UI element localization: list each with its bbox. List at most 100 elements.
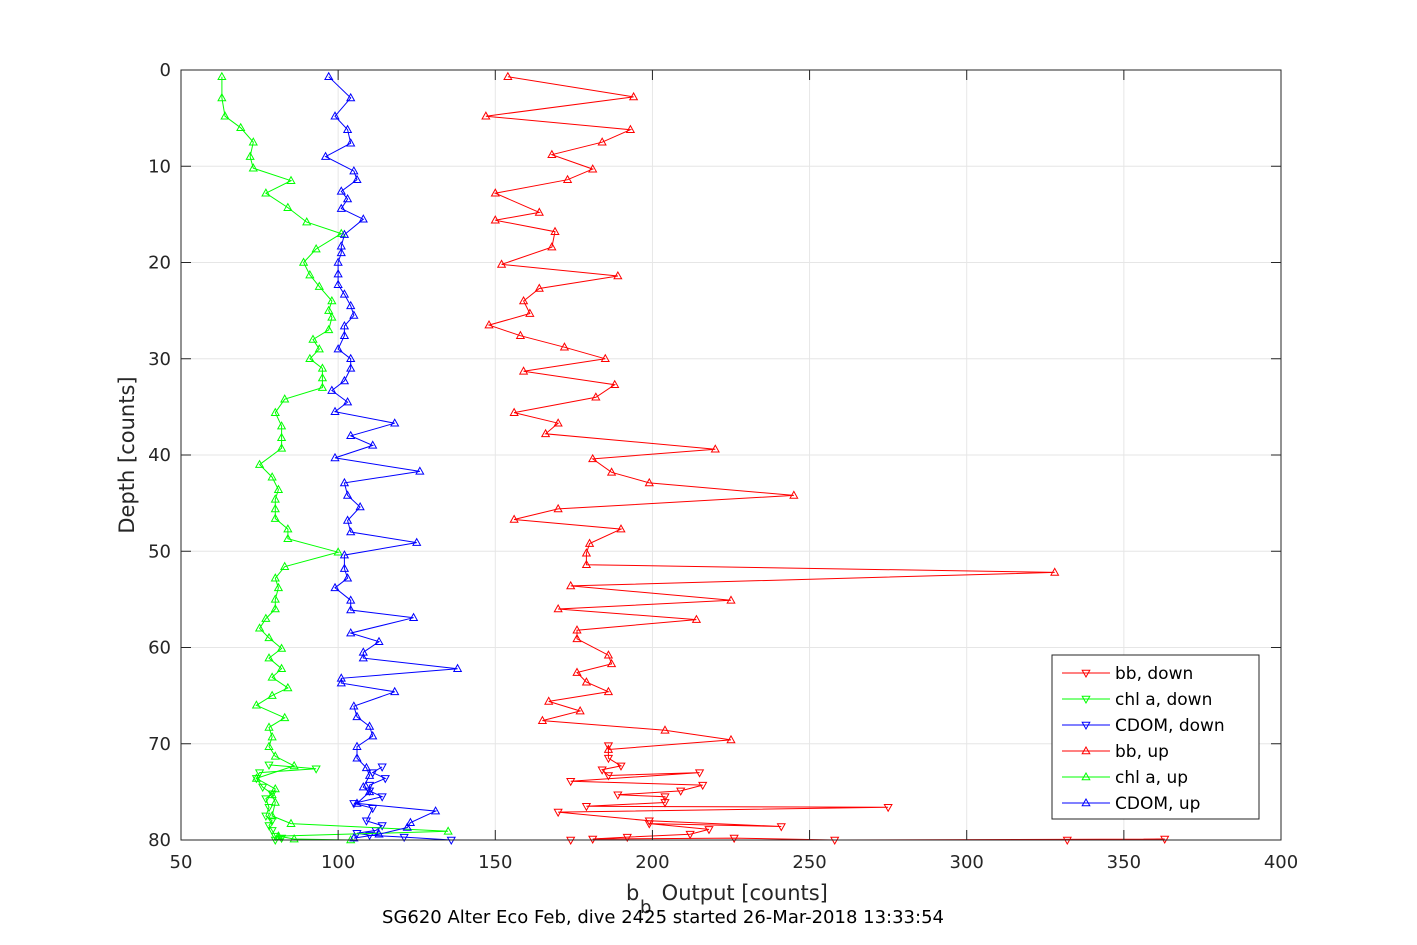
data-point bbox=[830, 836, 840, 846]
data-point bbox=[606, 467, 617, 476]
x-tick-label: 400 bbox=[1264, 852, 1298, 873]
data-point bbox=[324, 324, 334, 334]
data-point bbox=[320, 151, 331, 160]
data-point bbox=[311, 244, 321, 253]
data-point bbox=[264, 741, 274, 750]
data-point bbox=[446, 836, 456, 846]
data-point bbox=[603, 742, 614, 751]
data-point bbox=[339, 550, 350, 559]
data-point bbox=[358, 782, 368, 791]
data-point bbox=[726, 595, 736, 604]
data-point bbox=[254, 769, 265, 778]
data-point bbox=[537, 715, 548, 724]
data-point bbox=[261, 795, 271, 804]
data-point bbox=[283, 533, 293, 543]
data-point bbox=[286, 818, 296, 827]
data-point bbox=[616, 762, 626, 771]
legend-label: bb, down bbox=[1115, 664, 1193, 684]
data-point bbox=[336, 241, 346, 250]
series-chl-a-up bbox=[217, 71, 453, 844]
x-tick-label: 200 bbox=[635, 852, 669, 873]
data-point bbox=[336, 247, 346, 257]
data-point bbox=[330, 111, 340, 120]
data-point bbox=[251, 700, 262, 709]
data-point bbox=[276, 443, 287, 452]
data-point bbox=[377, 822, 387, 831]
data-point bbox=[339, 289, 350, 298]
data-point bbox=[358, 653, 368, 662]
legend-label: CDOM, down bbox=[1115, 716, 1225, 736]
data-point bbox=[280, 561, 290, 570]
series-line-cdom-down bbox=[353, 766, 452, 841]
data-point bbox=[236, 122, 246, 132]
data-point bbox=[1062, 836, 1072, 846]
data-point bbox=[660, 725, 670, 734]
data-point bbox=[676, 787, 686, 796]
data-point bbox=[562, 174, 573, 184]
data-point bbox=[613, 270, 623, 280]
data-point bbox=[550, 226, 560, 235]
data-point bbox=[245, 151, 255, 160]
legend-label: bb, up bbox=[1115, 742, 1169, 762]
data-point bbox=[399, 833, 409, 843]
data-point bbox=[349, 310, 359, 319]
data-point bbox=[270, 603, 280, 613]
x-axis-label-b: b bbox=[626, 881, 639, 905]
data-point bbox=[412, 537, 422, 546]
data-point bbox=[540, 428, 551, 438]
data-point bbox=[270, 594, 280, 603]
data-point bbox=[368, 731, 378, 740]
data-point bbox=[584, 538, 595, 547]
data-point bbox=[490, 215, 500, 224]
data-point bbox=[273, 831, 284, 840]
data-point bbox=[327, 295, 337, 305]
data-point bbox=[346, 604, 356, 614]
legend-swatch-marker bbox=[1081, 695, 1091, 705]
data-point bbox=[336, 203, 346, 212]
data-point bbox=[390, 418, 400, 427]
data-point bbox=[333, 547, 343, 556]
data-point bbox=[613, 791, 623, 800]
data-point bbox=[346, 300, 356, 310]
data-point bbox=[330, 406, 340, 415]
data-point bbox=[364, 770, 375, 779]
data-point bbox=[346, 138, 356, 147]
data-point bbox=[644, 817, 654, 826]
x-tick-labels: 50 100 150 200 250 300 350 400 bbox=[170, 852, 1299, 873]
legend-item-bb-up: bb, up bbox=[1062, 742, 1169, 762]
y-tick-label: 20 bbox=[148, 253, 171, 274]
data-point bbox=[374, 636, 384, 646]
data-point bbox=[610, 379, 620, 389]
data-point bbox=[264, 761, 274, 770]
data-point bbox=[534, 207, 544, 216]
data-point bbox=[572, 625, 582, 634]
data-point bbox=[283, 682, 293, 692]
data-point bbox=[390, 686, 400, 696]
data-point bbox=[509, 407, 519, 416]
data-point bbox=[270, 407, 280, 416]
data-point bbox=[644, 820, 654, 829]
y-tick-label: 0 bbox=[160, 60, 171, 81]
data-point bbox=[314, 281, 324, 290]
data-point bbox=[566, 580, 576, 590]
y-tick-label: 80 bbox=[148, 830, 171, 851]
data-point bbox=[581, 803, 592, 812]
data-point bbox=[352, 174, 362, 184]
data-point bbox=[484, 320, 494, 329]
data-point bbox=[591, 392, 601, 401]
data-point bbox=[251, 773, 262, 782]
data-point bbox=[547, 242, 557, 251]
data-point bbox=[273, 484, 284, 493]
data-point bbox=[270, 494, 280, 503]
data-point bbox=[264, 632, 274, 642]
series-bb-down bbox=[553, 742, 1170, 846]
data-point bbox=[324, 305, 334, 314]
y-tick-label: 30 bbox=[148, 349, 171, 370]
data-point bbox=[333, 257, 343, 266]
data-point bbox=[330, 452, 340, 462]
ticks bbox=[180, 69, 1282, 841]
data-point bbox=[314, 344, 324, 353]
data-point bbox=[368, 440, 378, 449]
data-point bbox=[267, 690, 277, 699]
data-point bbox=[355, 501, 365, 511]
